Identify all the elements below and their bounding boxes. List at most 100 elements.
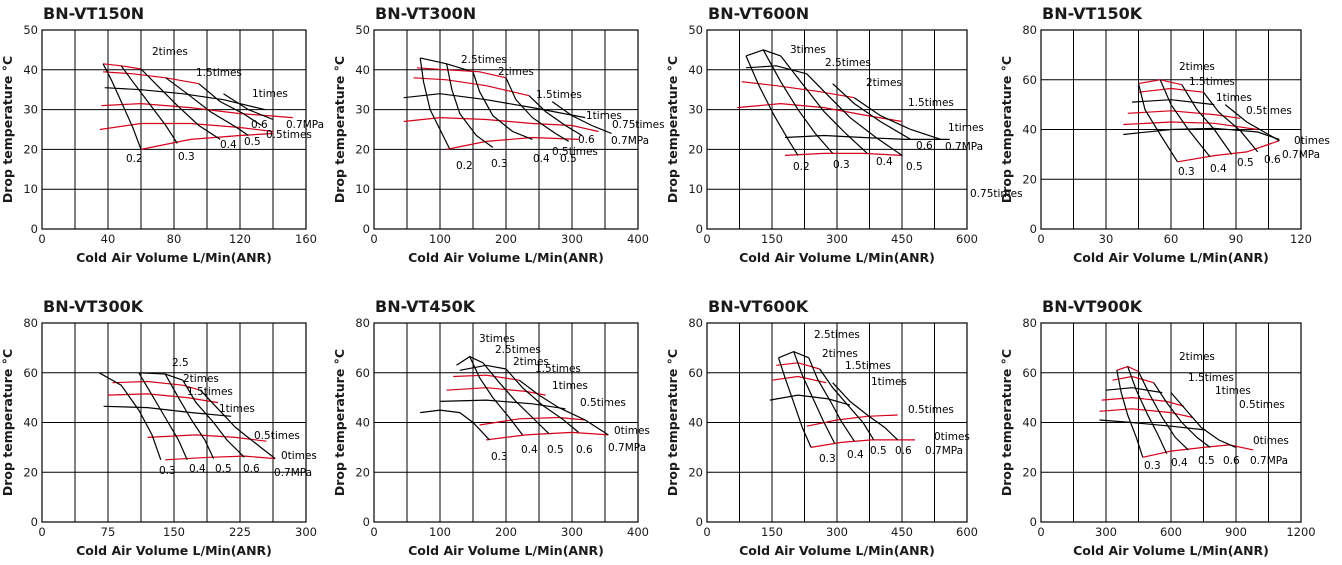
pressure-line-0-5: [808, 357, 855, 442]
pressure-line-0-7mpa: [551, 101, 612, 135]
ratio-line-0times: [140, 132, 274, 150]
ratio-line-0times: [165, 455, 276, 461]
y-tick-label: 0: [363, 515, 370, 529]
ratio-label-0-5times: 0.5times: [908, 404, 954, 416]
x-axis-label: Cold Air Volume L/Min(ANR): [739, 250, 935, 265]
pressure-label-0-6: 0.6: [243, 463, 260, 475]
pressure-label-0-5: 0.5: [547, 444, 564, 456]
x-tick-label: 60: [1164, 232, 1179, 246]
pressure-label-0-4: 0.4: [1210, 163, 1227, 175]
y-tick-label: 40: [355, 416, 370, 430]
ratio-label-0-5times: 0.5times: [580, 397, 626, 409]
y-tick-label: 50: [688, 23, 703, 37]
pressure-line-0-5: [505, 77, 570, 142]
pressure-label-0-2: 0.2: [456, 160, 473, 172]
pressure-label-0-4: 0.4: [220, 139, 237, 151]
chart-title: BN-VT300N: [375, 4, 476, 23]
pressure-label-0-2: 0.2: [793, 161, 810, 173]
x-tick-label: 300: [295, 525, 317, 539]
ratio-label-1-5times: 1.5times: [908, 97, 954, 109]
plot-frame: [706, 29, 968, 230]
ratio-label-2-5: 2.5: [172, 357, 189, 369]
ratio-label-2-5times: 2.5times: [495, 344, 541, 356]
ratio-label-1times: 1times: [252, 88, 288, 100]
y-tick-label: 0: [31, 515, 38, 529]
x-tick-label: 300: [561, 525, 583, 539]
ratio-label-1times: 1times: [871, 376, 907, 388]
ratio-line-1times: [403, 93, 586, 119]
x-tick-label: 450: [891, 232, 913, 246]
y-tick-label: 20: [355, 465, 370, 479]
ratio-line-1-5times: [771, 375, 827, 384]
ratio-line-0-5times: [806, 414, 898, 427]
ratio-label-1-5times: 1.5times: [187, 386, 233, 398]
ratio-line-2times: [453, 374, 520, 381]
ratio-label-1times: 1times: [586, 110, 622, 122]
plot-frame: [1040, 29, 1302, 230]
y-tick-label: 60: [355, 366, 370, 380]
x-tick-label: 0: [38, 232, 45, 246]
pressure-label-0-4: 0.4: [847, 449, 864, 461]
ratio-label-0times: 0times: [1294, 135, 1330, 147]
pressure-label-0-6: 0.6: [916, 140, 933, 152]
pressure-line-0-4: [1159, 79, 1211, 158]
pressure-line-0-4: [469, 356, 523, 436]
y-tick-label: 40: [355, 63, 370, 77]
pressure-line-0-6: [819, 368, 875, 441]
pressure-line-0-3: [1137, 83, 1179, 163]
y-tick-label: 20: [23, 142, 38, 156]
pressure-label-0-5: 0.5: [870, 445, 887, 457]
pressure-label-0-4: 0.4: [876, 156, 893, 168]
pressure-line-0-4: [472, 71, 533, 140]
x-tick-label: 0: [1037, 232, 1044, 246]
pressure-line-0-3: [98, 372, 162, 460]
pressure-line-0-3: [777, 357, 812, 448]
x-axis-label: Cold Air Volume L/Min(ANR): [408, 543, 604, 558]
y-axis-label: Drop temperature °C: [665, 56, 680, 203]
y-tick-label: 80: [355, 316, 370, 330]
ratio-label-2-5times: 2.5times: [461, 54, 507, 66]
ratio-label-1-5times: 1.5times: [1188, 372, 1234, 384]
pressure-line-0-7mpa: [199, 389, 276, 460]
chart-title: BN-VT150K: [1042, 4, 1143, 23]
plot-frame: [706, 322, 968, 523]
y-axis-label: Drop temperature °C: [999, 349, 1014, 496]
y-tick-label: 80: [688, 316, 703, 330]
ratio-label-0-75times: 0.75times: [970, 188, 1023, 200]
pressure-label-0-7mpa: 0.7MPa: [608, 442, 646, 454]
y-tick-label: 40: [1022, 123, 1037, 137]
y-tick-label: 10: [688, 182, 703, 196]
ratio-line-2times: [741, 81, 855, 99]
x-tick-label: 30: [1099, 232, 1114, 246]
ratio-label-1-5times: 1.5times: [196, 67, 242, 79]
pressure-label-0-6: 0.6: [1264, 154, 1281, 166]
x-tick-label: 200: [495, 525, 517, 539]
pressure-line-0-4: [140, 68, 221, 140]
chart-title: BN-VT600N: [708, 4, 809, 23]
ratio-label-1times: 1times: [552, 380, 588, 392]
x-tick-label: 150: [761, 232, 783, 246]
pressure-label-0-5: 0.5: [215, 463, 232, 475]
y-tick-label: 60: [1022, 366, 1037, 380]
y-tick-label: 40: [688, 416, 703, 430]
pressure-label-0-7mpa: 0.7MPa: [925, 445, 963, 457]
ratio-line-1times: [769, 394, 851, 406]
ratio-label-3times: 3times: [479, 333, 515, 345]
ratio-line-0-5times: [1099, 408, 1193, 419]
pressure-label-0-6: 0.6: [251, 119, 268, 131]
x-tick-label: 400: [627, 232, 649, 246]
ratio-label-0-5times: 0.5times: [266, 129, 312, 141]
ratio-line-0-75times: [784, 152, 903, 156]
pressure-label-0-4: 0.4: [533, 153, 550, 165]
y-tick-label: 30: [688, 103, 703, 117]
ratio-label-1times: 1times: [948, 122, 984, 134]
y-tick-label: 80: [23, 316, 38, 330]
x-tick-label: 150: [163, 525, 185, 539]
x-tick-label: 160: [295, 232, 317, 246]
pressure-line-0-3: [420, 409, 490, 441]
x-axis-label: Cold Air Volume L/Min(ANR): [739, 543, 935, 558]
y-tick-label: 20: [1022, 172, 1037, 186]
pressure-label-0-3: 0.3: [819, 453, 836, 465]
pressure-label-0-7mpa: 0.7MPa: [1250, 455, 1288, 467]
pressure-label-0-5: 0.5: [244, 136, 261, 148]
